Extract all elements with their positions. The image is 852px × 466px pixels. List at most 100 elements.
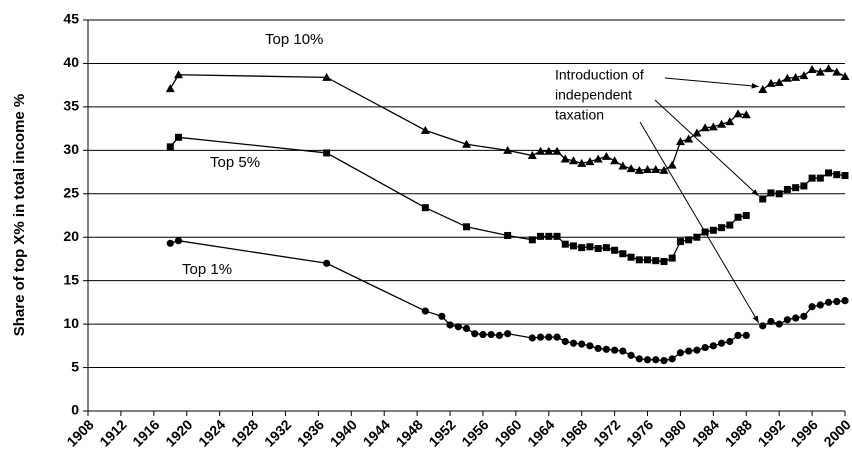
y-tick-label: 15 — [63, 271, 79, 287]
point — [668, 355, 676, 363]
arrow — [664, 77, 759, 89]
point — [841, 172, 849, 180]
point — [685, 236, 693, 244]
point — [610, 156, 620, 165]
x-tick-label: 1960 — [491, 416, 524, 449]
point — [799, 71, 809, 80]
y-tick-label: 45 — [63, 11, 79, 27]
point — [693, 233, 701, 241]
y-tick-label: 40 — [63, 54, 79, 70]
point — [759, 195, 767, 203]
point — [791, 72, 801, 81]
point — [709, 226, 717, 234]
point — [675, 137, 685, 146]
point — [165, 84, 175, 93]
point — [815, 67, 825, 76]
x-tick-label: 1908 — [63, 416, 96, 449]
point — [700, 123, 710, 132]
point — [487, 330, 495, 339]
x-tick-label: 1956 — [458, 416, 491, 449]
annotation: Introduction of — [555, 67, 644, 83]
point — [816, 301, 824, 309]
point — [594, 344, 602, 353]
point — [585, 157, 595, 166]
point — [569, 339, 578, 347]
point — [643, 356, 652, 364]
x-tick-label: 1984 — [689, 416, 722, 449]
x-tick-label: 1980 — [656, 416, 689, 449]
point — [652, 356, 660, 364]
point — [536, 146, 546, 155]
point — [561, 240, 569, 248]
point — [833, 171, 841, 179]
point — [174, 70, 184, 79]
point — [561, 337, 569, 346]
point — [323, 149, 331, 157]
x-tick-label: 1972 — [590, 416, 623, 449]
point — [627, 351, 635, 359]
point — [174, 237, 183, 245]
point — [635, 355, 643, 363]
x-tick-label: 1940 — [327, 416, 360, 449]
point — [808, 174, 816, 182]
point — [421, 307, 429, 315]
point — [545, 232, 553, 240]
point — [701, 343, 709, 352]
x-tick-label: 1964 — [524, 416, 557, 449]
series-label: Top 5% — [210, 154, 260, 171]
point — [734, 213, 742, 221]
point — [782, 73, 792, 82]
x-tick-label: 1932 — [261, 416, 294, 449]
point — [495, 331, 504, 340]
point — [783, 316, 792, 324]
point — [774, 78, 784, 87]
point — [709, 342, 717, 350]
point — [544, 146, 554, 155]
point — [569, 242, 577, 250]
point — [725, 117, 735, 126]
point — [553, 333, 561, 341]
point — [816, 174, 824, 182]
point — [692, 128, 702, 137]
point — [684, 134, 694, 143]
point — [528, 236, 536, 244]
point — [807, 65, 817, 74]
x-tick-label: 1968 — [557, 416, 590, 449]
point — [766, 78, 776, 87]
point — [166, 239, 174, 247]
point — [553, 232, 561, 240]
point — [676, 238, 684, 246]
annotation: taxation — [555, 107, 604, 123]
point — [644, 256, 652, 264]
point — [643, 164, 653, 173]
point — [627, 253, 635, 261]
point — [166, 143, 174, 151]
y-tick-label: 25 — [63, 184, 79, 200]
point — [792, 184, 800, 192]
point — [577, 158, 587, 167]
x-tick-label: 1976 — [623, 416, 656, 449]
point — [841, 297, 849, 305]
point — [586, 243, 594, 251]
point — [626, 164, 636, 173]
point — [742, 331, 750, 340]
point — [685, 347, 693, 355]
point — [840, 71, 850, 80]
arrow — [639, 121, 760, 324]
point — [471, 330, 479, 338]
point — [503, 145, 513, 154]
x-tick-label: 1916 — [129, 416, 162, 449]
x-tick-label: 1948 — [393, 416, 426, 449]
point — [463, 223, 470, 231]
point — [717, 119, 727, 128]
point — [578, 340, 586, 348]
x-tick-label: 1944 — [360, 416, 393, 449]
y-tick-label: 20 — [63, 228, 79, 244]
x-tick-label: 1988 — [722, 416, 755, 449]
point — [611, 346, 619, 354]
y-tick-label: 0 — [71, 402, 79, 418]
point — [660, 357, 668, 365]
point — [536, 333, 545, 341]
